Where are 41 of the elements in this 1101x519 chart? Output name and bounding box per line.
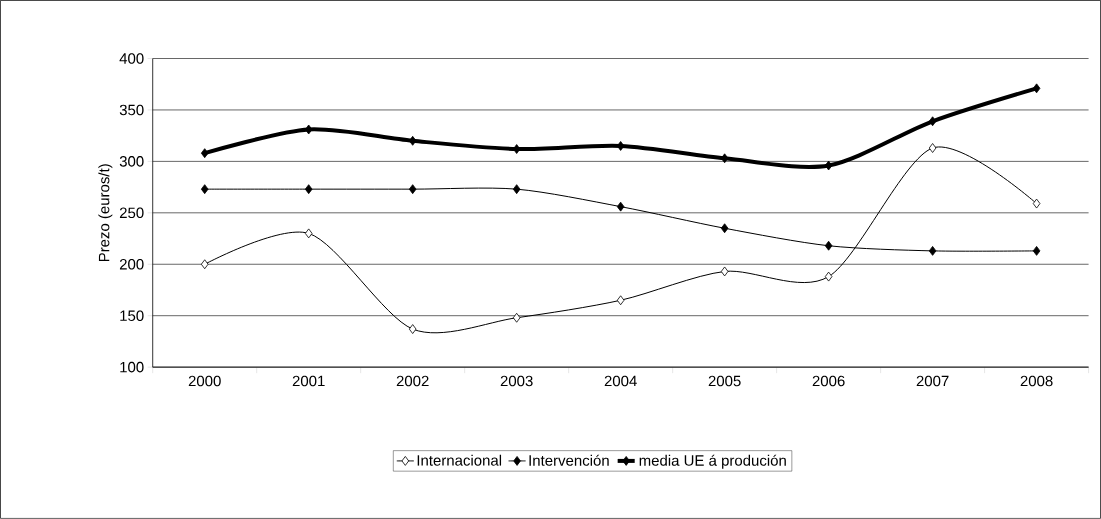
point bbox=[200, 259, 209, 270]
y-tick-label: 100 bbox=[120, 361, 144, 373]
x-tick-label: 2003 bbox=[500, 375, 533, 387]
y-tick-label: 400 bbox=[119, 53, 144, 64]
y-axis-title: Prezo (euros/t) bbox=[98, 164, 113, 262]
y-tick-label: 350 bbox=[119, 104, 144, 116]
point bbox=[616, 201, 625, 212]
x-tick-label: 2007 bbox=[916, 375, 949, 387]
y-tick-label: 150 bbox=[120, 310, 144, 322]
point bbox=[408, 184, 417, 195]
x-tick-label: 2002 bbox=[396, 375, 429, 387]
point bbox=[304, 184, 313, 195]
point bbox=[824, 271, 833, 282]
x-tick-label: 2000 bbox=[188, 375, 221, 387]
point bbox=[720, 266, 729, 277]
point bbox=[512, 312, 521, 323]
x-tick-label: 2005 bbox=[708, 375, 741, 387]
point bbox=[720, 223, 729, 234]
point bbox=[824, 240, 833, 251]
point bbox=[408, 324, 417, 335]
point bbox=[200, 184, 209, 195]
x-tick-label: 2008 bbox=[1020, 375, 1053, 387]
x-tick-label: 2001 bbox=[292, 375, 325, 387]
point bbox=[928, 143, 937, 153]
y-tick-label: 300 bbox=[119, 156, 144, 167]
point bbox=[928, 116, 937, 127]
x-tick-label: 2004 bbox=[604, 375, 637, 387]
point bbox=[512, 184, 521, 195]
x-tick-label: 2006 bbox=[812, 375, 845, 387]
point bbox=[928, 246, 937, 256]
point bbox=[1032, 246, 1041, 256]
point bbox=[1032, 198, 1041, 209]
point bbox=[200, 148, 209, 159]
legend-label: media UE á produción bbox=[639, 454, 786, 469]
point bbox=[304, 228, 313, 239]
y-tick-label: 200 bbox=[119, 259, 144, 270]
legend-label: Intervención bbox=[529, 454, 609, 466]
point bbox=[1032, 83, 1041, 94]
y-tick-label: 250 bbox=[119, 207, 144, 219]
point bbox=[616, 295, 625, 306]
legend-label: Internacional bbox=[417, 454, 502, 466]
